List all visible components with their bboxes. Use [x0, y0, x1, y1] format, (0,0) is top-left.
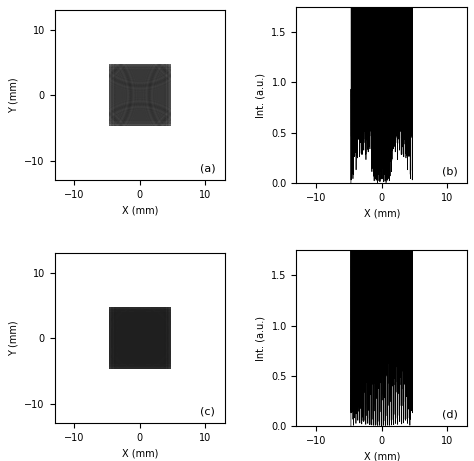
- Text: (c): (c): [201, 407, 215, 417]
- Text: (d): (d): [442, 409, 458, 420]
- X-axis label: X (mm): X (mm): [121, 206, 158, 216]
- X-axis label: X (mm): X (mm): [364, 452, 400, 461]
- X-axis label: X (mm): X (mm): [121, 449, 158, 459]
- Y-axis label: Y (mm): Y (mm): [9, 77, 19, 113]
- Y-axis label: Y (mm): Y (mm): [9, 320, 19, 356]
- Text: (b): (b): [442, 166, 458, 176]
- Y-axis label: Int. (a.u.): Int. (a.u.): [256, 72, 266, 118]
- Y-axis label: Int. (a.u.): Int. (a.u.): [256, 316, 266, 361]
- X-axis label: X (mm): X (mm): [364, 208, 400, 219]
- Text: (a): (a): [200, 164, 216, 173]
